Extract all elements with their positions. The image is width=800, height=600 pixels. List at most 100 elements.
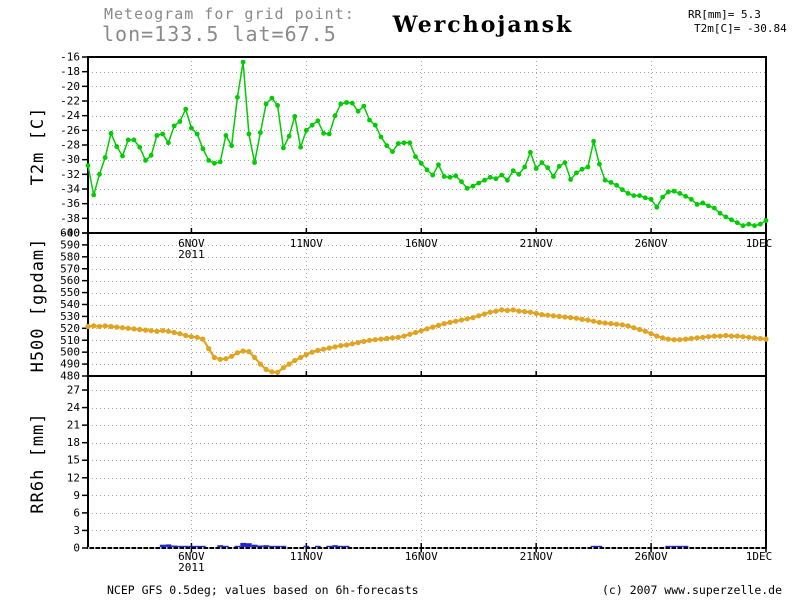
- y-tick-label: 510: [60, 334, 80, 347]
- y-tick-label: -38: [60, 212, 80, 225]
- h500-marker: [711, 333, 717, 339]
- t2m-marker: [395, 141, 401, 146]
- date-label: 21NOV: [520, 237, 553, 250]
- precip-bar: [263, 545, 269, 547]
- h500-marker: [165, 328, 171, 334]
- h500-axis-label: H500 [gpdam]: [28, 237, 48, 373]
- h500-marker: [223, 356, 229, 362]
- h500-marker: [573, 315, 580, 321]
- t2m-marker: [246, 131, 252, 137]
- date-label: 16NOV: [405, 550, 438, 563]
- h500-marker: [493, 308, 499, 314]
- t2m-marker: [482, 177, 487, 183]
- h500-marker: [384, 335, 390, 342]
- t2m-marker: [723, 214, 729, 220]
- y-tick-label: 6: [73, 506, 80, 519]
- h500-marker: [142, 327, 149, 333]
- h500-marker: [441, 321, 447, 327]
- t2m-marker: [453, 173, 459, 179]
- y-tick-label: 0: [73, 542, 80, 555]
- h500-marker: [154, 328, 160, 334]
- t2m-marker: [539, 160, 545, 166]
- h500-marker: [677, 337, 683, 343]
- t2m-marker: [332, 113, 338, 119]
- h500-marker: [303, 352, 309, 358]
- h500-marker: [717, 333, 723, 339]
- h500-marker: [683, 336, 689, 342]
- date-label: 26NOV: [635, 550, 668, 563]
- t2m-marker: [562, 160, 568, 166]
- h500-marker: [458, 317, 465, 323]
- t2m-marker: [286, 133, 292, 139]
- t2m-marker: [143, 158, 148, 163]
- t2m-marker: [746, 221, 752, 227]
- h500-marker: [568, 315, 574, 321]
- h500-marker: [286, 361, 292, 367]
- y-tick-label: 530: [60, 310, 80, 323]
- h500-marker: [246, 349, 252, 355]
- t2m-marker: [131, 137, 137, 143]
- precip-bar: [223, 545, 229, 547]
- precip-bar: [280, 545, 287, 547]
- h500-marker: [280, 365, 286, 371]
- t2m-marker: [424, 167, 430, 173]
- t2m-marker: [183, 106, 189, 112]
- precip-bar: [315, 545, 321, 547]
- y-tick-label: -24: [60, 109, 80, 122]
- precip-bar: [188, 545, 195, 547]
- precip-bar: [159, 544, 166, 547]
- y-tick-label: -26: [60, 124, 80, 137]
- h500-marker: [298, 354, 304, 361]
- y-tick-label: 18: [67, 436, 80, 449]
- t2m-marker: [441, 174, 447, 179]
- h500-marker: [481, 311, 488, 317]
- t2m-marker: [91, 192, 97, 198]
- h500-marker: [487, 309, 493, 315]
- t2m-marker: [361, 103, 367, 109]
- t2m-marker: [154, 133, 160, 138]
- model-info-text: NCEP GFS 0.5deg; values based on 6h-fore…: [107, 583, 419, 597]
- date-label: 1DEC: [746, 237, 773, 250]
- t2m-marker: [476, 180, 482, 186]
- h500-marker: [200, 336, 206, 342]
- t2m-marker: [223, 133, 229, 138]
- t2m-marker: [269, 95, 275, 101]
- h500-marker: [608, 321, 614, 327]
- t2m-marker: [470, 183, 476, 189]
- h500-marker: [740, 334, 746, 340]
- t2m-marker: [418, 160, 424, 166]
- t2m-marker: [349, 100, 355, 106]
- precip-bar: [337, 545, 344, 547]
- h500-marker: [240, 348, 246, 354]
- h500-marker: [401, 333, 407, 339]
- h500-marker: [355, 340, 361, 346]
- h500-marker: [315, 347, 321, 353]
- t2m-marker: [194, 131, 200, 137]
- t2m-marker: [752, 223, 757, 229]
- h500-marker: [430, 324, 436, 330]
- h500-marker: [539, 312, 545, 318]
- t2m-marker: [148, 152, 154, 158]
- t2m-marker: [378, 134, 384, 140]
- date-label: 26NOV: [635, 237, 668, 250]
- rr6h-panel: 27 24 21 18 15 12 9 6 3 0: [67, 375, 767, 555]
- t2m-marker: [608, 180, 614, 185]
- precip-bar: [665, 545, 672, 547]
- t2m-marker: [114, 144, 120, 149]
- t2m-marker: [97, 171, 102, 177]
- meteogram-subtitle: Meteogram for grid point:: [104, 5, 355, 23]
- t2m-marker: [85, 163, 91, 168]
- t2m-marker: [177, 119, 183, 124]
- precip-bar: [274, 545, 281, 547]
- y-tick-label: 500: [60, 346, 80, 359]
- t2m-marker: [671, 188, 677, 194]
- h500-marker: [533, 310, 539, 316]
- h500-marker: [211, 354, 217, 361]
- t2m-marker: [694, 202, 700, 207]
- date-label: 11NOV: [290, 237, 323, 250]
- h500-marker: [378, 336, 384, 342]
- h500-marker: [338, 343, 344, 349]
- h500-marker: [723, 332, 729, 339]
- h500-marker: [602, 320, 608, 326]
- precip-bar: [234, 545, 241, 547]
